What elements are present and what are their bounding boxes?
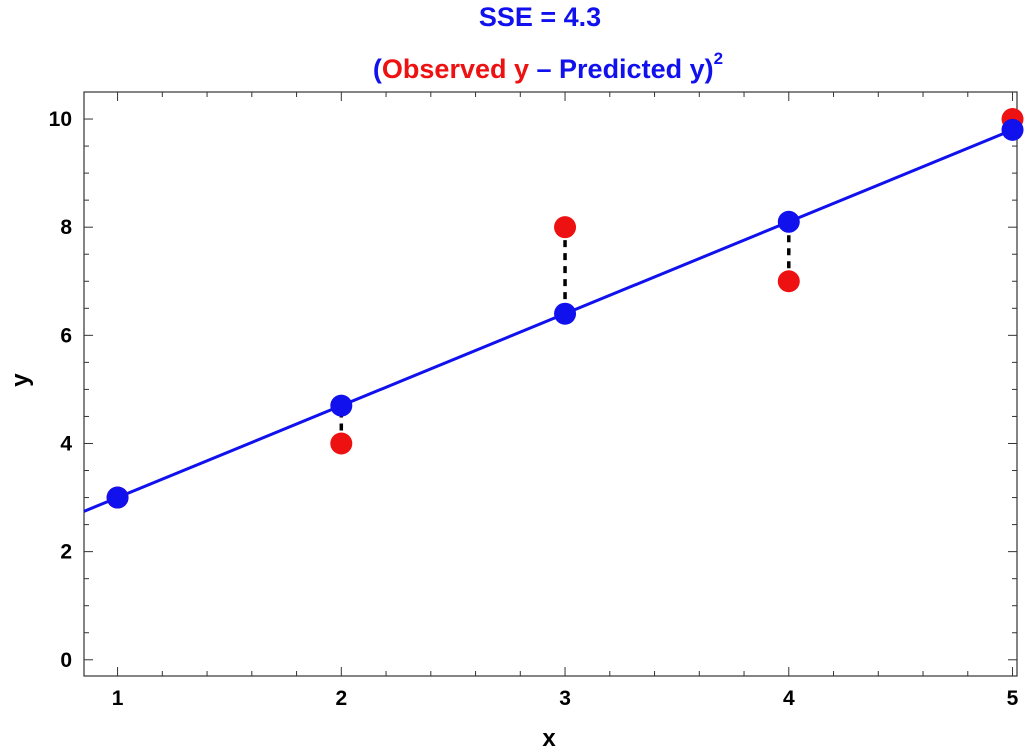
subtitle-open-paren: (	[373, 54, 382, 84]
predicted-point	[330, 394, 353, 417]
predicted-point	[777, 210, 800, 233]
observed-point	[330, 432, 353, 455]
y-axis-label: y	[7, 373, 34, 387]
predicted-point	[1001, 118, 1024, 141]
x-tick-label: 2	[335, 687, 347, 710]
x-tick-label: 3	[559, 687, 571, 710]
y-tick-label: 10	[49, 108, 72, 131]
x-axis-label: x	[542, 725, 556, 752]
y-tick-label: 0	[60, 649, 72, 672]
chart-title: SSE = 4.3	[479, 2, 601, 32]
observed-point	[554, 216, 577, 239]
plot-area: 1 2 3 4 5 0 2 4 6 8 10	[49, 91, 1024, 710]
subtitle-minus: –	[529, 54, 559, 84]
x-tick-label: 4	[783, 687, 795, 710]
subtitle-predicted: Predicted y)	[559, 54, 714, 84]
chart-subtitle: (Observed y – Predicted y)2	[373, 49, 723, 84]
predicted-point	[106, 486, 129, 509]
x-tick-label: 5	[1007, 687, 1019, 710]
plot-frame	[83, 91, 1018, 677]
observed-point	[777, 270, 800, 293]
predicted-point	[554, 302, 577, 325]
y-tick-label: 2	[60, 541, 72, 564]
subtitle-exponent: 2	[714, 49, 723, 68]
subtitle-observed: Observed y	[382, 54, 529, 84]
y-tick-label: 6	[60, 324, 72, 347]
regression-line	[83, 126, 1018, 513]
y-tick-label: 8	[60, 216, 72, 239]
x-tick-label: 1	[112, 687, 124, 710]
y-tick-label: 4	[60, 432, 72, 455]
